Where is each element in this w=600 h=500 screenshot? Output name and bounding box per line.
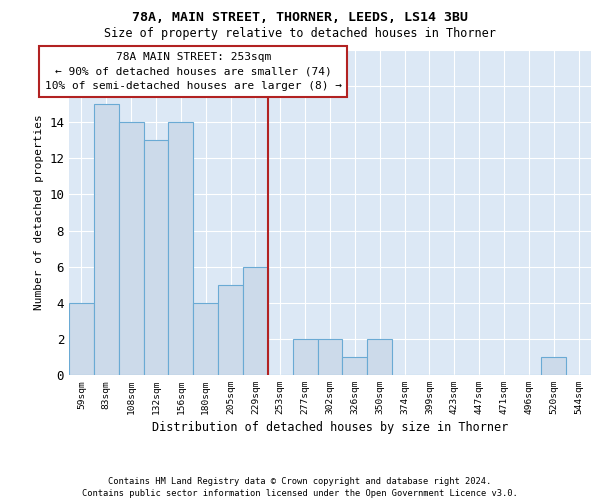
Y-axis label: Number of detached properties: Number of detached properties: [34, 114, 44, 310]
Bar: [243, 266, 268, 375]
Bar: [293, 339, 317, 375]
Bar: [541, 357, 566, 375]
Bar: [69, 303, 94, 375]
X-axis label: Distribution of detached houses by size in Thorner: Distribution of detached houses by size …: [152, 422, 508, 434]
Text: Contains HM Land Registry data © Crown copyright and database right 2024.: Contains HM Land Registry data © Crown c…: [109, 477, 491, 486]
Text: 78A MAIN STREET: 253sqm
← 90% of detached houses are smaller (74)
10% of semi-de: 78A MAIN STREET: 253sqm ← 90% of detache…: [45, 52, 342, 92]
Bar: [169, 122, 193, 375]
Bar: [119, 122, 143, 375]
Bar: [193, 303, 218, 375]
Bar: [343, 357, 367, 375]
Bar: [94, 104, 119, 375]
Bar: [317, 339, 343, 375]
Bar: [218, 284, 243, 375]
Bar: [367, 339, 392, 375]
Bar: [143, 140, 169, 375]
Text: Contains public sector information licensed under the Open Government Licence v3: Contains public sector information licen…: [82, 488, 518, 498]
Text: 78A, MAIN STREET, THORNER, LEEDS, LS14 3BU: 78A, MAIN STREET, THORNER, LEEDS, LS14 3…: [132, 11, 468, 24]
Text: Size of property relative to detached houses in Thorner: Size of property relative to detached ho…: [104, 28, 496, 40]
